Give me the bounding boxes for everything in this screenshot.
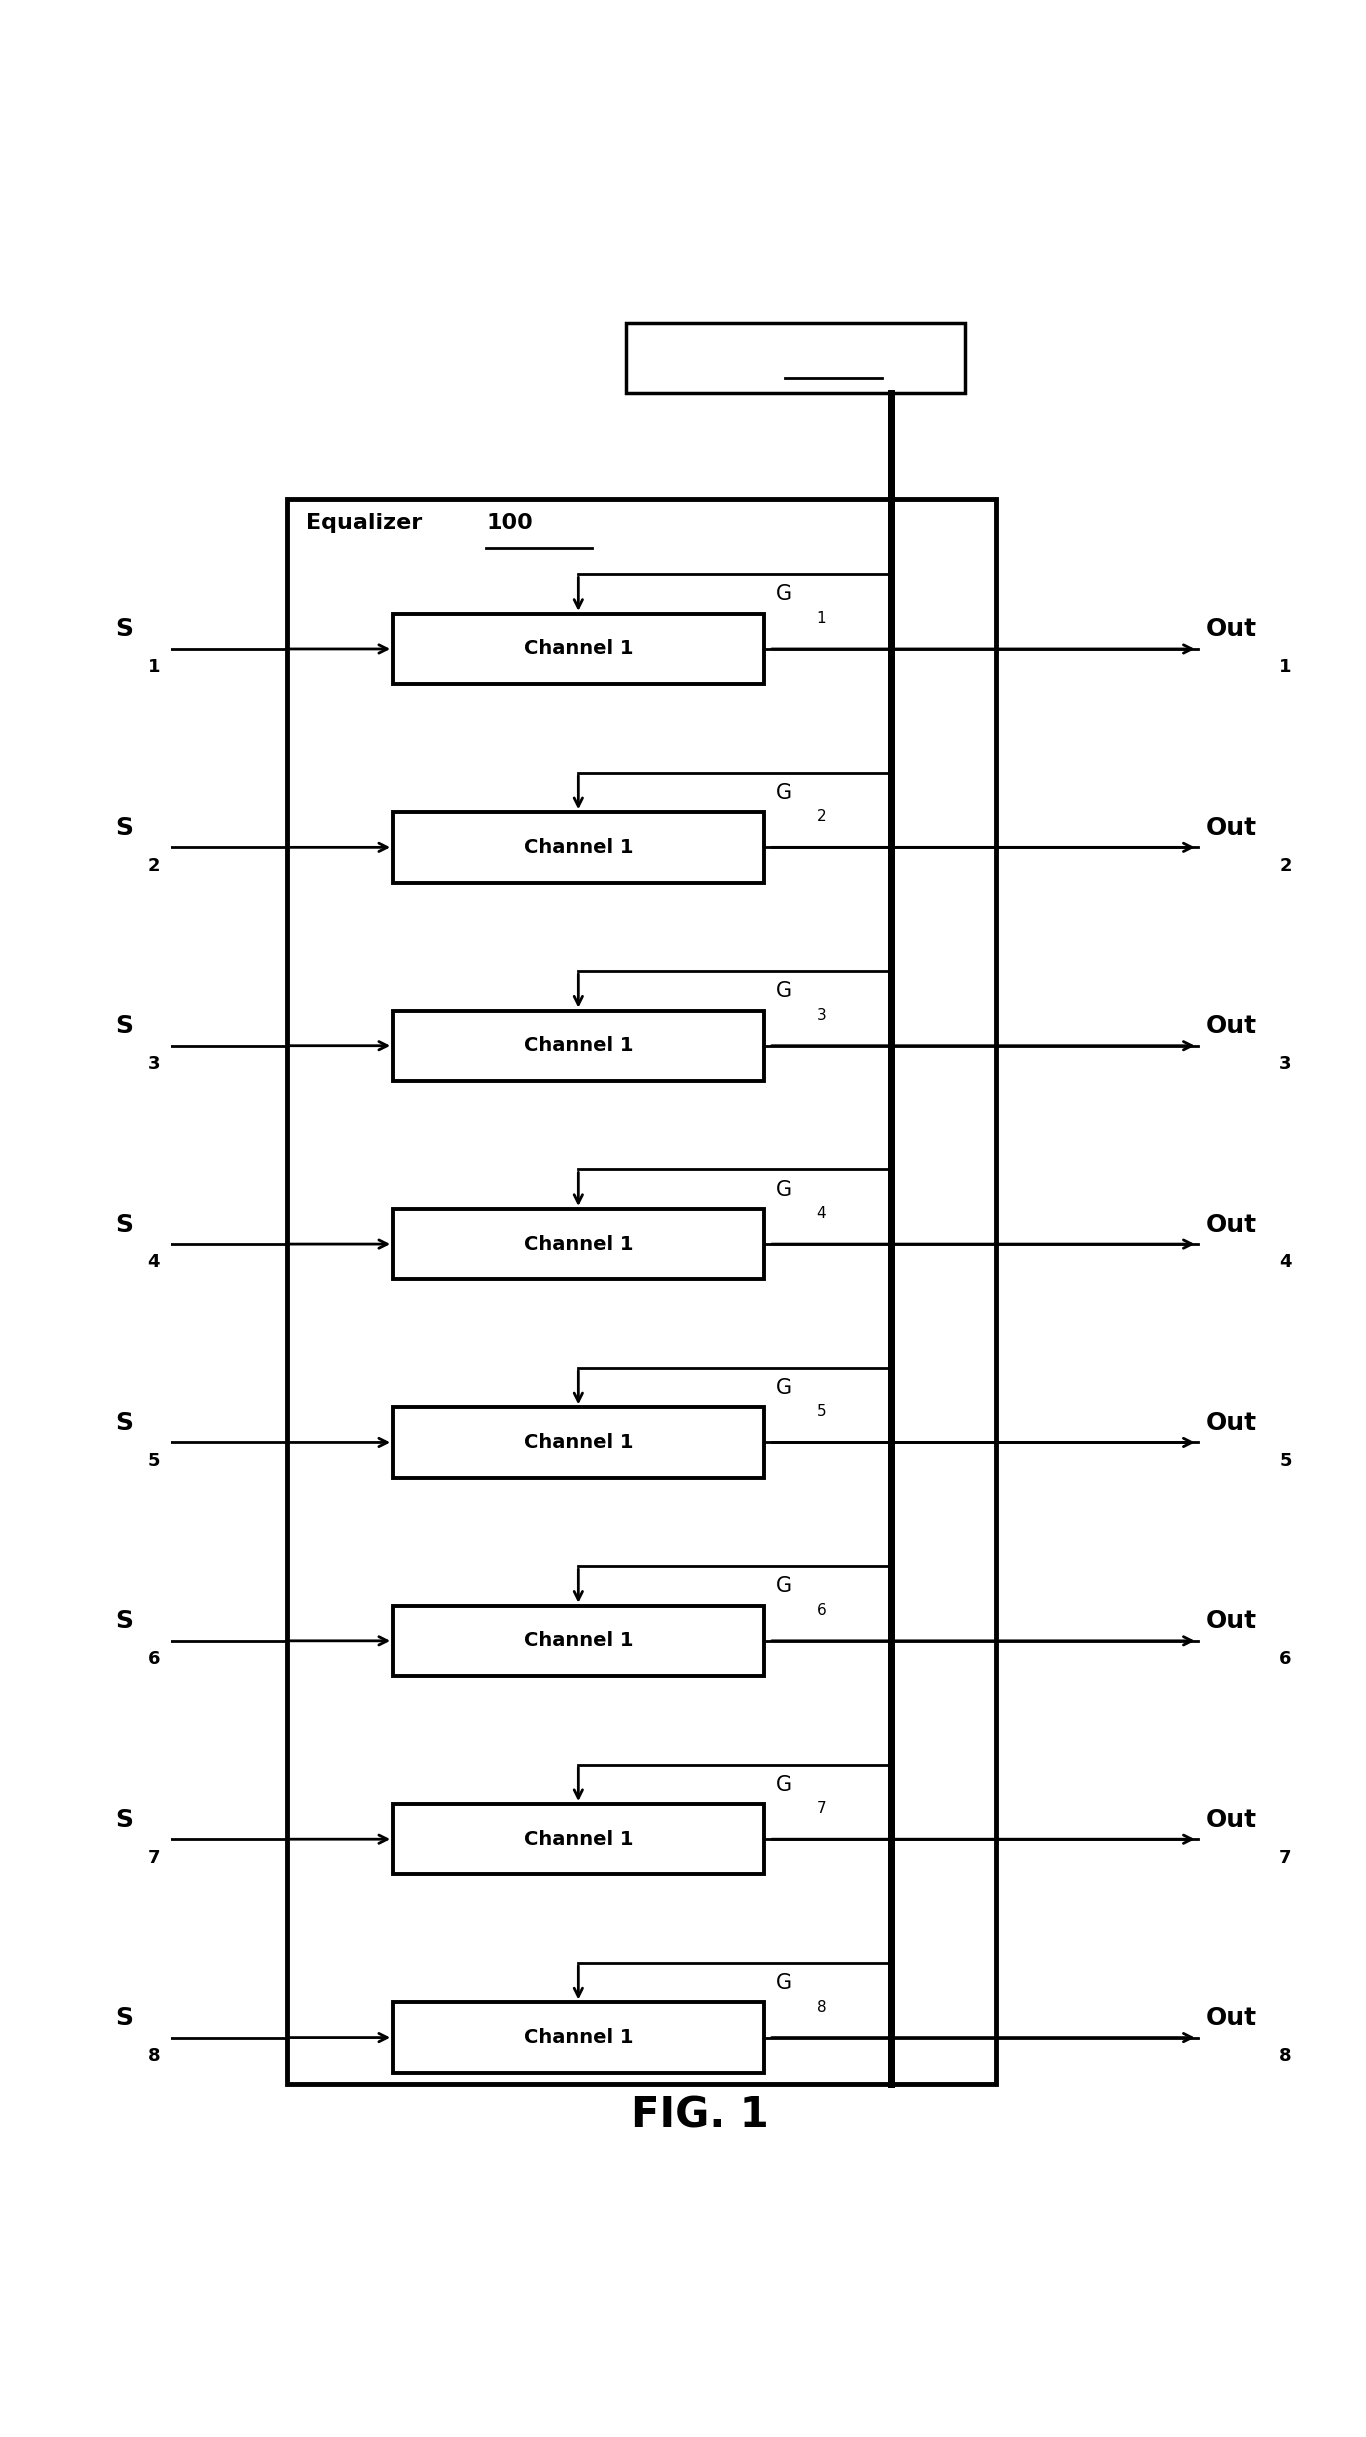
Text: Channel 1: Channel 1	[523, 2028, 632, 2047]
Text: G: G	[776, 1577, 792, 1596]
Text: 3: 3	[148, 1055, 160, 1072]
Bar	[287, 500, 997, 2084]
Text: Channel 1: Channel 1	[523, 1830, 632, 1850]
Text: G: G	[776, 1774, 792, 1794]
Text: G: G	[776, 782, 792, 802]
Text: Out: Out	[1206, 1014, 1257, 1038]
Text: G: G	[776, 982, 792, 1002]
Text: 1: 1	[1279, 658, 1292, 677]
Text: 100: 100	[486, 512, 533, 534]
Text: 8: 8	[817, 2001, 826, 2015]
Text: Out: Out	[1206, 1608, 1257, 1633]
Text: 4: 4	[1279, 1253, 1292, 1272]
Text: S: S	[116, 617, 134, 641]
Text: 6: 6	[1279, 1650, 1292, 1669]
Text: S: S	[116, 1411, 134, 1435]
Text: S: S	[116, 1214, 134, 1236]
Text: 5: 5	[148, 1452, 160, 1470]
Text: Out: Out	[1206, 617, 1257, 641]
Bar	[393, 1209, 764, 1279]
Text: Channel 1: Channel 1	[523, 838, 632, 858]
Text: G: G	[776, 1180, 792, 1199]
Text: CPU - Set: CPU - Set	[650, 346, 783, 370]
Text: G: G	[776, 1377, 792, 1399]
Bar	[393, 1011, 764, 1082]
Text: 1: 1	[148, 658, 160, 677]
Text: 2: 2	[817, 809, 826, 824]
Text: Channel 1: Channel 1	[523, 1236, 632, 1253]
Text: Out: Out	[1206, 1214, 1257, 1236]
Text: Equalizer: Equalizer	[306, 512, 430, 534]
Text: FIG. 1: FIG. 1	[631, 2093, 769, 2137]
Text: Out: Out	[1206, 2006, 1257, 2030]
Text: G: G	[776, 585, 792, 604]
Text: 2: 2	[1279, 858, 1292, 875]
Text: 102: 102	[785, 346, 835, 370]
Bar	[393, 812, 764, 882]
Text: 8: 8	[1279, 2047, 1292, 2064]
Text: 4: 4	[817, 1206, 826, 1221]
Text: S: S	[116, 1608, 134, 1633]
Text: 6: 6	[817, 1604, 826, 1618]
Text: S: S	[116, 1014, 134, 1038]
Text: Out: Out	[1206, 816, 1257, 841]
Text: Out: Out	[1206, 1808, 1257, 1833]
Text: 7: 7	[148, 1850, 160, 1867]
Bar	[393, 1406, 764, 1477]
Text: S: S	[116, 816, 134, 841]
Text: 4: 4	[148, 1253, 160, 1272]
Text: 8: 8	[148, 2047, 160, 2064]
Text: 6: 6	[148, 1650, 160, 1669]
Text: 1: 1	[817, 612, 826, 626]
Text: S: S	[116, 1808, 134, 1833]
Text: Channel 1: Channel 1	[523, 638, 632, 658]
Text: 5: 5	[817, 1404, 826, 1418]
Text: Channel 1: Channel 1	[523, 1036, 632, 1055]
Bar	[393, 614, 764, 685]
Bar	[393, 2003, 764, 2074]
Text: 7: 7	[1279, 1850, 1292, 1867]
Text: 3: 3	[1279, 1055, 1292, 1072]
Text: 7: 7	[817, 1801, 826, 1816]
Text: Out: Out	[1206, 1411, 1257, 1435]
Text: Channel 1: Channel 1	[523, 1630, 632, 1650]
Text: 2: 2	[148, 858, 160, 875]
Text: S: S	[116, 2006, 134, 2030]
Text: G: G	[776, 1974, 792, 1993]
Bar	[626, 324, 964, 392]
Bar	[393, 1606, 764, 1677]
Text: 5: 5	[1279, 1452, 1292, 1470]
Bar	[393, 1803, 764, 1874]
Text: 3: 3	[817, 1009, 826, 1024]
Text: Channel 1: Channel 1	[523, 1433, 632, 1452]
